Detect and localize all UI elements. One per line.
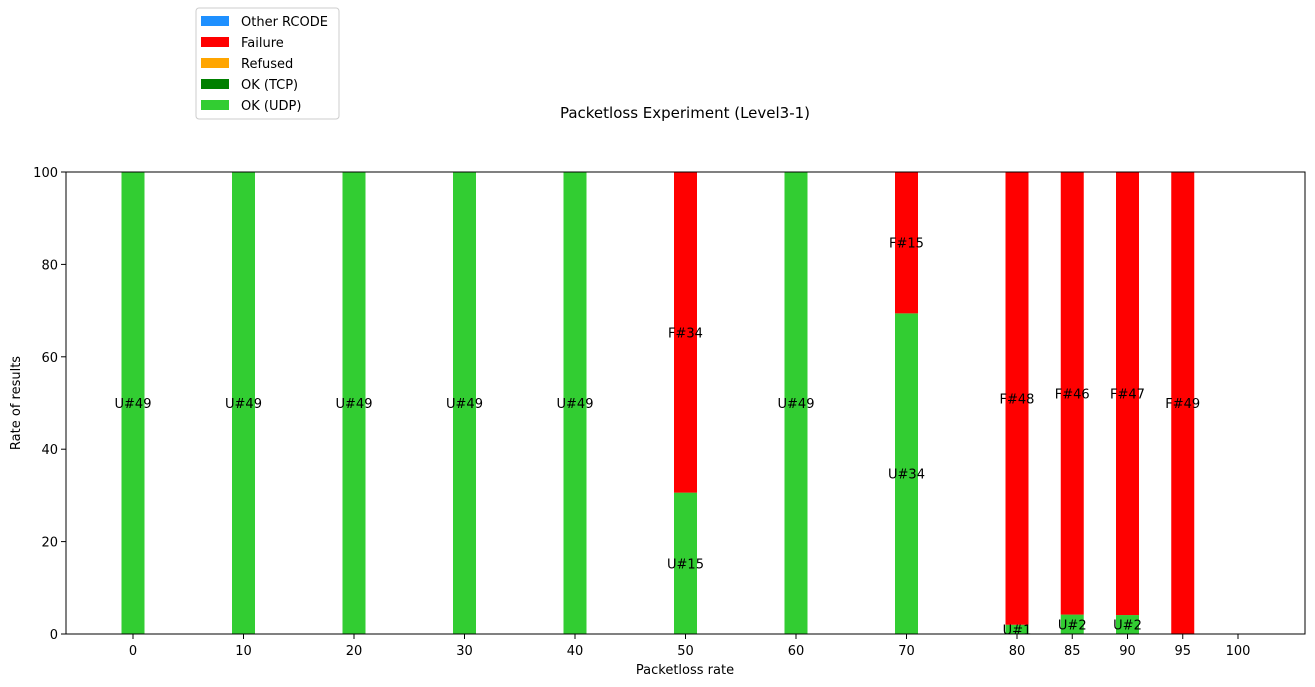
x-tick-label: 50 bbox=[677, 644, 694, 659]
y-axis-label: Rate of results bbox=[9, 356, 24, 450]
x-tick-label: 0 bbox=[129, 644, 137, 659]
bar-segment bbox=[1116, 172, 1139, 616]
bar-data-label: U#49 bbox=[115, 397, 152, 412]
legend: Other RCODE Failure Refused OK (TCP) OK (UDP… bbox=[195, 7, 340, 120]
bar-segment bbox=[674, 492, 697, 634]
legend-label: Refused bbox=[241, 57, 293, 72]
bar-segment bbox=[1116, 615, 1139, 634]
bar-segment bbox=[895, 313, 918, 634]
x-tick-label: 100 bbox=[1226, 644, 1251, 659]
x-tick-label: 40 bbox=[567, 644, 584, 659]
x-tick-label: 95 bbox=[1174, 644, 1191, 659]
legend-swatch bbox=[201, 100, 229, 110]
x-tick-label: 80 bbox=[1009, 644, 1026, 659]
x-tick-label: 90 bbox=[1119, 644, 1136, 659]
x-tick-label: 10 bbox=[235, 644, 252, 659]
legend-label: Other RCODE bbox=[241, 15, 328, 30]
y-tick-label: 100 bbox=[33, 166, 58, 181]
bar-segment bbox=[674, 172, 697, 493]
legend-swatch bbox=[201, 58, 229, 68]
y-tick-label: 0 bbox=[50, 628, 58, 643]
legend-label: OK (TCP) bbox=[241, 78, 298, 93]
bar-labels-layer: U#49 U#49 U#49 U#49 U#49 U#15 F#34 U#49 U#34 F#15… bbox=[115, 237, 1201, 639]
legend-frame bbox=[195, 7, 340, 120]
bar-segment bbox=[1171, 172, 1195, 634]
x-axis-label: Packetloss rate bbox=[636, 663, 734, 678]
x-tick-label: 20 bbox=[346, 644, 363, 659]
bar-segment bbox=[784, 172, 808, 634]
legend-label: Failure bbox=[241, 36, 284, 51]
y-tick-label: 20 bbox=[41, 536, 58, 551]
bar-segment bbox=[563, 172, 587, 634]
legend-swatch bbox=[201, 16, 229, 26]
bar-data-label: U#49 bbox=[225, 397, 262, 412]
bars-layer bbox=[121, 172, 1195, 634]
x-tick-label: 60 bbox=[788, 644, 805, 659]
bar-segment bbox=[453, 172, 476, 634]
x-ticks: 0 10 20 30 40 50 60 70 80 85 90 95 100 bbox=[129, 634, 1251, 659]
bar-data-label: U#15 bbox=[667, 557, 704, 572]
legend-swatch bbox=[201, 37, 229, 47]
bar-data-label: F#15 bbox=[889, 237, 924, 252]
bar-data-label: F#34 bbox=[668, 326, 703, 341]
chart-title: Packetloss Experiment (Level3-1) bbox=[560, 104, 810, 122]
y-tick-label: 60 bbox=[41, 351, 58, 366]
bar-segment bbox=[1060, 614, 1084, 634]
bar-segment bbox=[232, 172, 255, 634]
bar-data-label: U#49 bbox=[446, 397, 483, 412]
bar-data-label: U#49 bbox=[336, 397, 373, 412]
x-tick-label: 85 bbox=[1064, 644, 1081, 659]
legend-label: OK (UDP) bbox=[241, 99, 301, 114]
bar-data-label: U#2 bbox=[1113, 619, 1142, 634]
bar-data-label: F#47 bbox=[1110, 388, 1145, 403]
bar-segment bbox=[895, 172, 918, 314]
bar-data-label: U#34 bbox=[888, 468, 925, 483]
bar-data-label: U#49 bbox=[557, 397, 594, 412]
bar-data-label: F#48 bbox=[1000, 392, 1035, 407]
bar-data-label: U#49 bbox=[778, 397, 815, 412]
y-tick-label: 40 bbox=[41, 443, 58, 458]
bar-data-label: U#1 bbox=[1003, 623, 1032, 638]
x-tick-label: 70 bbox=[898, 644, 915, 659]
y-ticks: 0 20 40 60 80 100 bbox=[33, 166, 66, 643]
bar-segment bbox=[342, 172, 366, 634]
bar-segment bbox=[121, 172, 145, 634]
bar-data-label: F#46 bbox=[1055, 387, 1090, 402]
legend-swatch bbox=[201, 79, 229, 89]
bar-segment bbox=[1005, 624, 1029, 634]
bar-segment bbox=[1005, 172, 1029, 625]
x-tick-label: 30 bbox=[456, 644, 473, 659]
bar-data-label: U#2 bbox=[1058, 618, 1087, 633]
bar-data-label: F#49 bbox=[1165, 397, 1200, 412]
y-tick-label: 80 bbox=[41, 258, 58, 273]
bar-segment bbox=[1060, 172, 1084, 615]
